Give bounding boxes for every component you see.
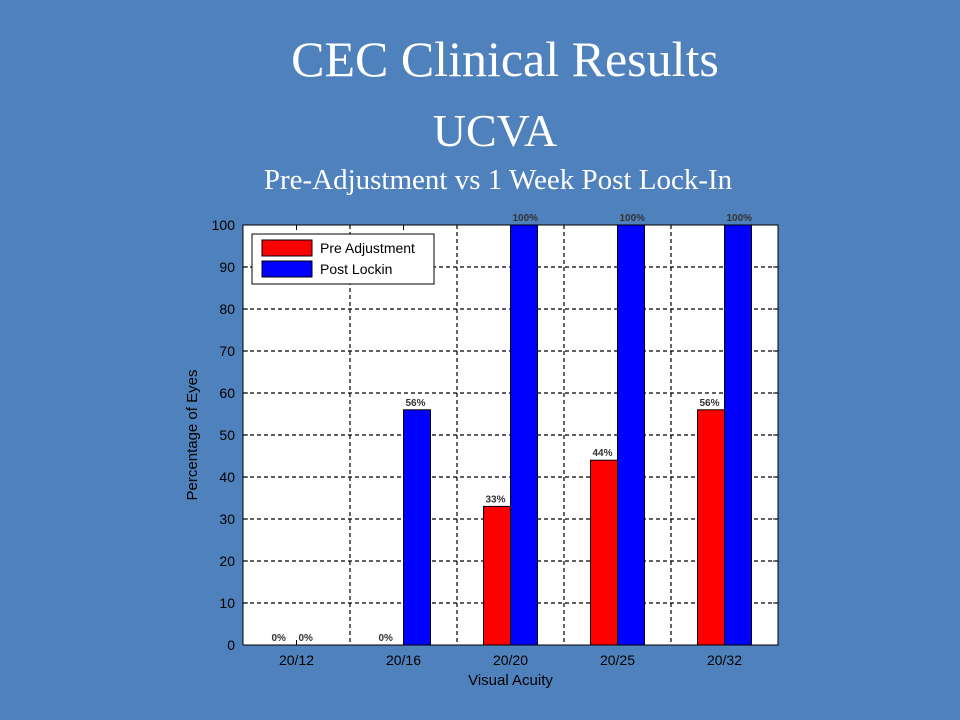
y-tick-label: 50 [219, 427, 235, 443]
x-tick-label-20-12: 20/12 [279, 652, 314, 668]
y-tick-label: 80 [219, 301, 235, 317]
slide-title: CEC Clinical Results [291, 31, 719, 87]
value-label-post-lockin-20-32: 100% [727, 213, 753, 224]
x-axis-label: Visual Acuity [468, 672, 553, 689]
value-label-post-lockin-20-20: 100% [513, 213, 539, 224]
x-tick-label-20-25: 20/25 [600, 652, 635, 668]
value-label-post-lockin-20-16: 56% [406, 398, 426, 409]
bar-pre-adjustment-20-25 [590, 459, 618, 646]
value-label-pre-adjustment-20-32: 56% [700, 398, 720, 409]
y-tick-label: 0 [227, 637, 235, 653]
legend-swatch-post-lockin [261, 260, 313, 278]
y-tick-label: 70 [219, 343, 235, 359]
bar-post-lockin-20-32 [724, 224, 752, 646]
y-tick-label: 20 [219, 553, 235, 569]
legend: Pre Adjustment Post Lockin [251, 233, 435, 285]
slide-caption: Pre-Adjustment vs 1 Week Post Lock-In [263, 164, 733, 196]
bars [403, 224, 752, 646]
value-label-pre-adjustment-20-16: 0% [379, 633, 394, 644]
x-tick-label-20-16: 20/16 [386, 652, 421, 668]
value-label-pre-adjustment-20-20: 33% [486, 494, 506, 505]
bar-post-lockin-20-16 [403, 409, 431, 646]
slide-subtitle: UCVA [432, 105, 558, 156]
bar-pre-adjustment-20-32 [697, 409, 725, 646]
value-label-pre-adjustment-20-25: 44% [593, 448, 613, 459]
value-labels: 0% 0% 33% 44% 56% 0% 56% 100% 100% 100% [272, 213, 753, 644]
x-axis-ticks: 20/12 20/16 20/20 20/25 20/32 [279, 225, 742, 668]
x-tick-label-20-20: 20/20 [493, 652, 528, 668]
legend-label-post-lockin: Post Lockin [320, 261, 392, 277]
bar-post-lockin-20-25 [617, 224, 645, 646]
bar-pre-adjustment-20-20 [483, 505, 511, 646]
x-tick-label-20-32: 20/32 [707, 652, 742, 668]
y-axis-label: Percentage of Eyes [184, 370, 201, 501]
y-tick-label: 10 [219, 595, 235, 611]
y-tick-label: 60 [219, 385, 235, 401]
y-axis-ticks: 0 10 20 30 40 50 60 70 80 90 100 [212, 217, 778, 653]
value-label-post-lockin-20-12: 0% [299, 633, 314, 644]
y-tick-label: 90 [219, 259, 235, 275]
y-tick-label: 100 [212, 217, 236, 233]
legend-label-pre-adjustment: Pre Adjustment [320, 240, 415, 256]
y-tick-label: 40 [219, 469, 235, 485]
value-label-post-lockin-20-25: 100% [620, 213, 646, 224]
y-tick-label: 30 [219, 511, 235, 527]
bar-post-lockin-20-20 [510, 224, 538, 646]
value-label-pre-adjustment-20-12: 0% [272, 633, 287, 644]
legend-swatch-pre-adjustment [261, 239, 313, 257]
